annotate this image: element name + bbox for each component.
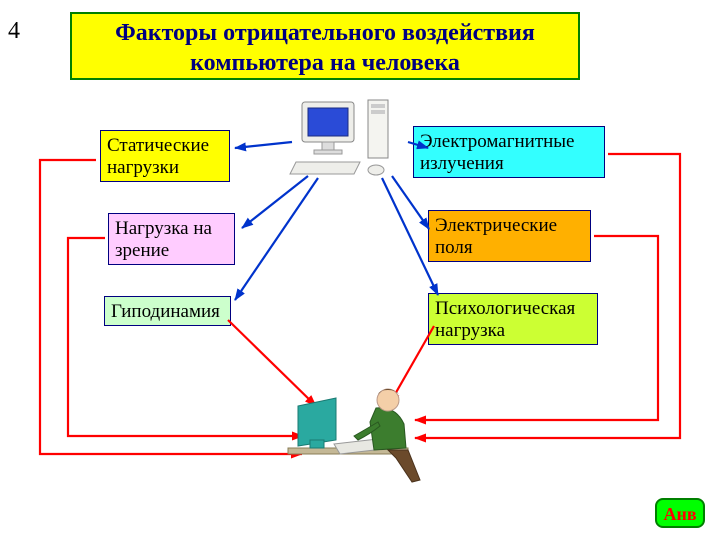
title-box: Факторы отрицательного воздействия компь… xyxy=(70,12,580,80)
anv-button[interactable]: Анв xyxy=(655,498,705,528)
factor-psychological-load: Психологическая нагрузка xyxy=(428,293,598,345)
factor-label-line1: Электрические xyxy=(435,215,557,236)
factor-label-line1: Нагрузка на xyxy=(115,218,212,239)
factor-electric-fields: Электрические поля xyxy=(428,210,591,262)
factor-label-line2: нагрузки xyxy=(107,157,179,178)
anv-label: Анв xyxy=(663,504,696,524)
factor-vision-load: Нагрузка на зрение xyxy=(108,213,235,265)
factor-static-loads: Статические нагрузки xyxy=(100,130,230,182)
factor-hypodynamia: Гиподинамия xyxy=(104,296,231,326)
slide-stage: 4 Факторы отрицательного воздействия ком… xyxy=(0,0,720,540)
title-line1: Факторы отрицательного воздействия xyxy=(115,20,535,46)
factor-em-radiation: Электромагнитные излучения xyxy=(413,126,605,178)
title-line2: компьютера на человека xyxy=(190,50,460,76)
diagram-svg xyxy=(0,0,720,540)
factor-label-line2: зрение xyxy=(115,240,169,261)
factor-label-line2: излучения xyxy=(420,153,504,174)
factor-label-line2: поля xyxy=(435,237,473,258)
factor-label-line2: нагрузка xyxy=(435,320,505,341)
computer-top-icon xyxy=(290,100,388,175)
factor-label-line1: Статические xyxy=(107,135,209,156)
factor-label-line1: Гиподинамия xyxy=(111,301,220,322)
page-number: 4 xyxy=(8,18,20,45)
factor-label-line1: Электромагнитные xyxy=(420,131,575,152)
person-computer-icon xyxy=(288,389,420,482)
factor-label-line1: Психологическая xyxy=(435,298,575,319)
